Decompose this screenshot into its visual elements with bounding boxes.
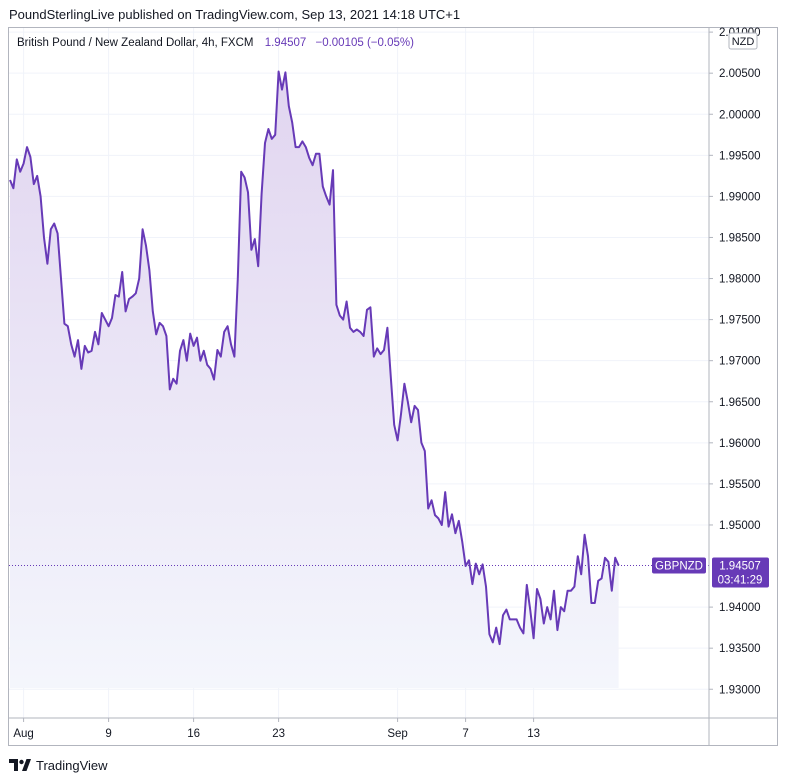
y-tick-label: 1.98000: [719, 274, 761, 286]
y-tick-label: 1.99000: [719, 191, 761, 203]
legend-instrument: British Pound / New Zealand Dollar, 4h, …: [17, 37, 254, 49]
chart-frame: [8, 27, 778, 746]
y-tick-label: 1.97500: [719, 315, 761, 327]
publisher-line: PoundSterlingLive published on TradingVi…: [9, 7, 461, 22]
y-tick-label: 1.99500: [719, 150, 761, 162]
y-tick-label: 1.95500: [719, 479, 761, 491]
symbol-tag: GBPNZD: [655, 560, 703, 572]
x-tick-label: Sep: [387, 728, 407, 740]
y-tick-label: 1.93000: [719, 684, 761, 696]
price-area-fill: [10, 71, 619, 688]
x-tick-label: 13: [527, 728, 540, 740]
chart-legend: British Pound / New Zealand Dollar, 4h, …: [17, 37, 414, 49]
x-tick-label: Aug: [13, 728, 33, 740]
time-axis[interactable]: Aug 9 16 23 Sep 7 13: [13, 718, 540, 740]
y-tick-label: 1.93500: [719, 643, 761, 655]
y-tick-label: 1.98500: [719, 232, 761, 244]
y-tick-label: 1.95000: [719, 520, 761, 532]
price-line: [9, 70, 620, 646]
legend-last-price: 1.94507: [265, 37, 307, 49]
last-price-tag: GBPNZD 1.94507 03:41:29: [652, 557, 769, 588]
currency-label-box: [728, 32, 758, 50]
y-tick-label: 2.00000: [719, 109, 761, 121]
footer-brand[interactable]: TradingView: [36, 757, 108, 773]
tradingview-logo-icon: [9, 759, 31, 771]
y-tick-label: 1.94000: [719, 602, 761, 614]
price-tag-box: [712, 557, 769, 588]
price-tag-value: 1.94507: [719, 560, 761, 572]
y-tick-label: 1.97000: [719, 356, 761, 368]
legend-change: −0.00105 (−0.05%): [315, 37, 414, 49]
x-tick-label: 16: [187, 728, 200, 740]
footer: TradingView: [8, 757, 108, 773]
y-tick-label: 2.00500: [719, 68, 761, 80]
x-tick-label: 9: [105, 728, 111, 740]
x-tick-label: 7: [462, 728, 468, 740]
currency-label: NZD: [732, 36, 755, 48]
price-axis[interactable]: 2.010002.005002.000001.995001.990001.985…: [709, 27, 761, 696]
price-tag-countdown: 03:41:29: [718, 574, 763, 586]
symbol-tag-box: [652, 557, 706, 574]
y-tick-label: 1.96500: [719, 397, 761, 409]
y-tick-label: 1.96000: [719, 438, 761, 450]
x-tick-label: 23: [272, 728, 285, 740]
